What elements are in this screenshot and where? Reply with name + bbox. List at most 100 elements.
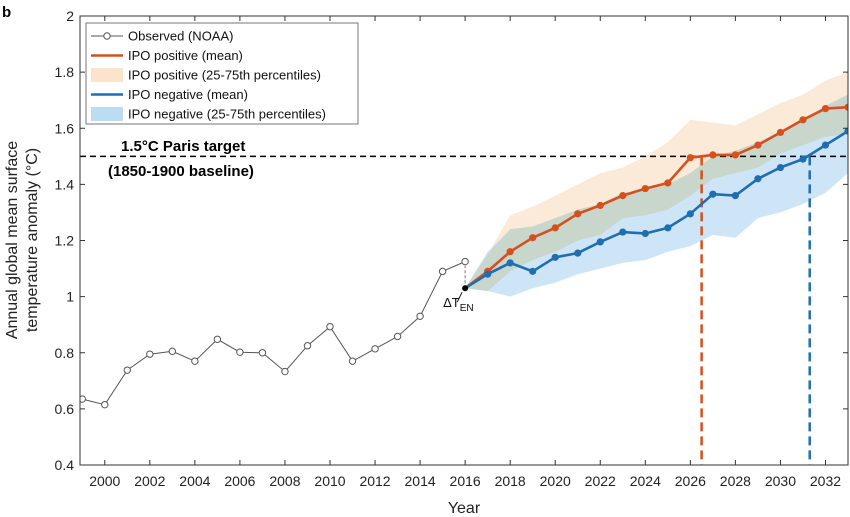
annotation-layer: ΔTEN bbox=[443, 265, 474, 314]
x-tick-label: 2024 bbox=[630, 473, 661, 489]
observed-noaa-point bbox=[303, 342, 312, 350]
y-tick-label: 1.2 bbox=[55, 233, 75, 249]
observed-noaa-point bbox=[101, 400, 109, 409]
observed-noaa-point bbox=[461, 257, 469, 266]
observed-noaa-point bbox=[168, 347, 177, 356]
annotation-point bbox=[462, 285, 469, 292]
ipo-positive-mean-point bbox=[551, 224, 559, 232]
x-tick-label: 2012 bbox=[359, 473, 390, 489]
ipo-negative-mean-point bbox=[574, 249, 582, 257]
crossings-layer bbox=[700, 156, 811, 465]
x-tick-label: 2008 bbox=[269, 473, 300, 489]
legend-label-observed-noaa: Observed (NOAA) bbox=[128, 29, 233, 44]
x-tick-label: 2000 bbox=[89, 473, 120, 489]
y-tick-label: 0.6 bbox=[55, 401, 75, 417]
y-axis: 0.4 0.6 0.8 1 1.2 1.4 1.6 1.8 2 bbox=[55, 8, 848, 473]
y-tick-label: 1.8 bbox=[55, 64, 75, 80]
x-tick-label: 2032 bbox=[810, 473, 841, 489]
ipo-positive-mean-point bbox=[641, 184, 649, 193]
ipo-negative-mean-point bbox=[731, 192, 739, 200]
x-tick-label: 2006 bbox=[224, 473, 255, 489]
annotation-leader-line bbox=[456, 291, 463, 303]
paris-target-label: 1.5°C Paris target bbox=[121, 138, 245, 155]
y-tick-label: 0.4 bbox=[55, 457, 75, 473]
target-layer: 1.5°C Paris target (1850-1900 baseline) bbox=[80, 138, 848, 180]
observed-noaa-point bbox=[416, 312, 424, 320]
x-tick-label: 2004 bbox=[179, 473, 210, 489]
observed-noaa-point bbox=[80, 395, 86, 403]
legend: Observed (NOAA) IPO positive (mean) IPO po… bbox=[85, 22, 359, 125]
legend-swatch-ipo-positive-25-75th-percentiles bbox=[91, 68, 123, 82]
observed-noaa-point bbox=[123, 366, 131, 374]
delta-t-subscript: EN bbox=[460, 303, 474, 314]
x-tick-label: 2026 bbox=[675, 473, 706, 489]
observed-noaa-line bbox=[82, 261, 466, 406]
y-tick-label: 2 bbox=[66, 8, 74, 24]
ipo-negative-mean-point bbox=[619, 228, 627, 236]
legend-label-ipo-negative-mean: IPO negative (mean) bbox=[128, 87, 248, 102]
legend-swatch-ipo-negative-25-75th-percentiles bbox=[91, 107, 123, 121]
ipo-positive-mean-point bbox=[776, 128, 785, 137]
y-tick-label: 1 bbox=[66, 289, 74, 305]
x-tick-label: 2002 bbox=[134, 473, 165, 489]
delta-t-en-label: ΔTEN bbox=[443, 295, 474, 314]
ipo-negative-mean-point bbox=[529, 267, 537, 275]
ipo-positive-mean-point bbox=[709, 151, 717, 159]
x-tick-label: 2016 bbox=[450, 473, 481, 489]
ipo-negative-mean-point bbox=[596, 238, 604, 246]
x-tick-label: 2022 bbox=[585, 473, 616, 489]
observed-noaa-point bbox=[281, 367, 289, 376]
paris-target-baseline-label: (1850-1900 baseline) bbox=[108, 163, 254, 180]
ipo-negative-mean-point bbox=[776, 163, 785, 172]
x-tick-label: 2014 bbox=[405, 473, 436, 489]
ipo-positive-mean-point bbox=[731, 151, 739, 159]
observed-noaa-point bbox=[326, 322, 334, 331]
ipo-negative-mean-point bbox=[506, 259, 514, 267]
ipo-positive-mean-point bbox=[619, 192, 627, 200]
ipo-negative-mean-point bbox=[641, 229, 649, 238]
observed-noaa-point bbox=[213, 335, 222, 343]
y-tick-label: 1.4 bbox=[55, 176, 75, 192]
ipo-positive-mean-line bbox=[464, 105, 848, 290]
x-tick-label: 2030 bbox=[765, 473, 796, 489]
ipo-positive-mean-point bbox=[754, 141, 762, 149]
ipo-negative-mean-line bbox=[464, 129, 848, 290]
legend-label-ipo-positive-mean: IPO positive (mean) bbox=[128, 48, 243, 63]
x-axis: 2000 2002 2004 2006 2008 2010 2012 2014 2016 2018… bbox=[89, 16, 841, 489]
legend-marker-observed-noaa bbox=[103, 32, 111, 40]
observed-noaa-point bbox=[438, 267, 447, 276]
x-tick-label: 2010 bbox=[314, 473, 345, 489]
ipo-positive-mean-point bbox=[664, 179, 672, 187]
ipo-positive-mean-point bbox=[529, 234, 537, 242]
ipo-negative-mean-point bbox=[821, 141, 830, 149]
y-axis-title-line-1: Annual global mean surface bbox=[4, 141, 21, 339]
ipo-positive-mean-point bbox=[686, 154, 694, 162]
ipo-negative-mean-point bbox=[844, 127, 848, 135]
x-axis-title: Year bbox=[448, 500, 481, 517]
ipo-positive-mean-point bbox=[821, 105, 830, 113]
observed-noaa-point bbox=[371, 345, 379, 353]
x-tick-label: 2028 bbox=[720, 473, 751, 489]
legend-label-ipo-positive-25-75th-percentiles: IPO positive (25-75th percentiles) bbox=[128, 68, 321, 83]
observed-noaa-point bbox=[146, 350, 154, 358]
ipo-positive-mean-point bbox=[844, 103, 848, 111]
ipo-negative-mean-point bbox=[799, 155, 807, 163]
band-overlap bbox=[465, 94, 848, 291]
ipo-positive-mean-point bbox=[506, 248, 514, 256]
observed-noaa-point bbox=[236, 348, 244, 356]
ipo-negative-mean-point bbox=[664, 224, 672, 232]
panel-label: b bbox=[2, 4, 11, 21]
observed-noaa-point bbox=[393, 332, 402, 341]
ipo-positive-mean-point bbox=[574, 210, 582, 218]
observed-noaa-point bbox=[191, 357, 199, 365]
y-tick-label: 1.6 bbox=[55, 120, 75, 136]
ipo-negative-mean-point bbox=[551, 253, 559, 261]
y-axis-title-line-2: temperature anomaly (°C) bbox=[24, 148, 41, 332]
series-layer bbox=[80, 103, 848, 409]
x-tick-label: 2020 bbox=[540, 473, 571, 489]
ipo-negative-mean-point bbox=[754, 175, 762, 183]
x-tick-label: 2018 bbox=[495, 473, 526, 489]
observed-noaa-point bbox=[258, 349, 267, 357]
ipo-negative-mean-point bbox=[709, 190, 717, 198]
